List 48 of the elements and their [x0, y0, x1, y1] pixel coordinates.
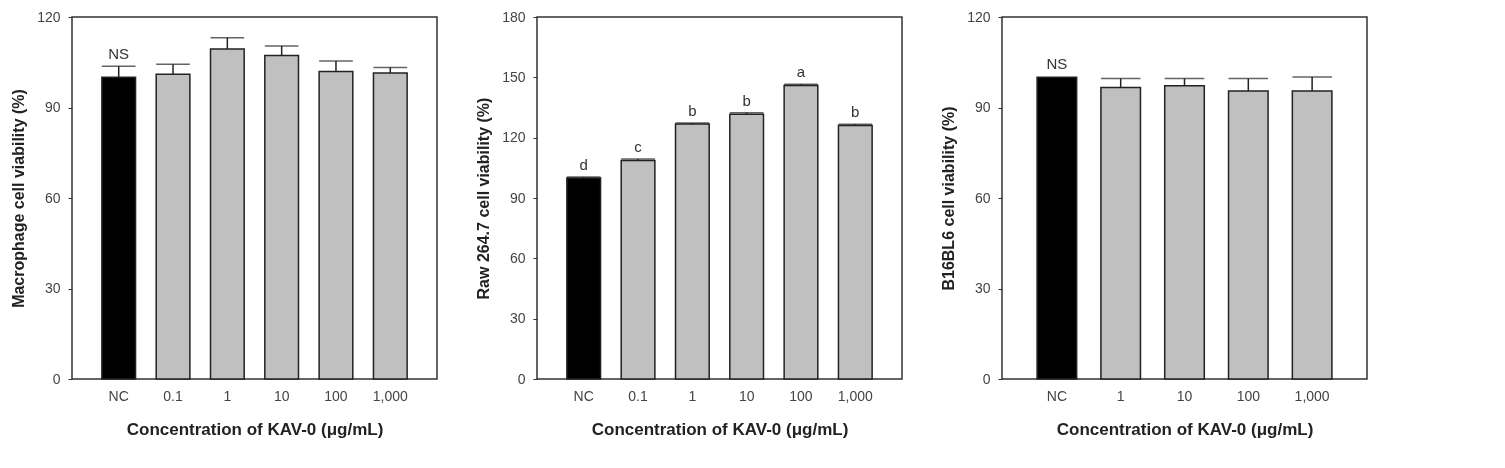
y-tick-label: 60	[44, 189, 61, 206]
x-tick-label: 1	[688, 387, 697, 404]
x-tick-label: 10	[738, 387, 755, 404]
y-tick-label: 180	[502, 8, 526, 25]
x-tick-label: 1,000	[1294, 387, 1330, 404]
x-tick-label: 10	[1176, 387, 1193, 404]
x-tick-label: NC	[1046, 387, 1067, 404]
y-tick-label: 60	[509, 249, 526, 266]
y-tick-label: 90	[509, 189, 526, 206]
x-tick-label: 100	[789, 387, 813, 404]
x-tick-label: 100	[1236, 387, 1261, 404]
x-tick-label: NC	[573, 387, 594, 404]
x-tick-label: NC	[108, 387, 129, 404]
annotation: NS	[1046, 55, 1068, 73]
y-tick-label: 150	[502, 68, 526, 85]
x-tick-label: 1	[1116, 387, 1125, 404]
annotation: d	[579, 155, 588, 173]
y-tick-label: 30	[974, 280, 991, 296]
x-tick-label: 10	[273, 387, 290, 404]
annotation: a	[796, 63, 806, 81]
x-tick-label: 0.1	[163, 387, 183, 404]
y-tick-label: 90	[974, 99, 991, 115]
annotation: b	[851, 103, 860, 121]
x-axis-title: Concentration of KAV-0 (μg/mL)	[1056, 419, 1314, 439]
y-tick-label: 0	[517, 370, 526, 387]
x-tick-label: 1,000	[837, 387, 874, 404]
x-axis-title: Concentration of KAV-0 (μg/mL)	[591, 419, 849, 439]
y-axis-title: B16BL6 cell viability (%)	[940, 106, 958, 291]
x-tick-label: 1,000	[372, 387, 409, 404]
annotation: b	[688, 101, 697, 119]
y-tick-label: 120	[967, 8, 991, 25]
y-tick-label: 30	[509, 310, 526, 327]
y-axis-title: Raw 264.7 cell viability (%)	[475, 97, 493, 300]
y-tick-label: 60	[974, 189, 991, 206]
y-tick-label: 120	[37, 8, 61, 25]
y-tick-label: 0	[982, 370, 991, 387]
annotation: b	[742, 91, 751, 109]
x-axis-title: Concentration of KAV-0 (μg/mL)	[126, 419, 384, 439]
annotation: c	[634, 137, 643, 155]
y-tick-label: 90	[44, 99, 61, 115]
y-axis-title: Macrophage cell viability (%)	[10, 89, 28, 308]
y-tick-label: 30	[44, 280, 61, 296]
x-tick-label: 100	[324, 387, 348, 404]
y-tick-label: 120	[502, 129, 526, 146]
annotation: NS	[108, 45, 130, 63]
x-tick-label: 0.1	[628, 387, 648, 404]
x-tick-label: 1	[223, 387, 232, 404]
y-tick-label: 0	[52, 370, 61, 387]
